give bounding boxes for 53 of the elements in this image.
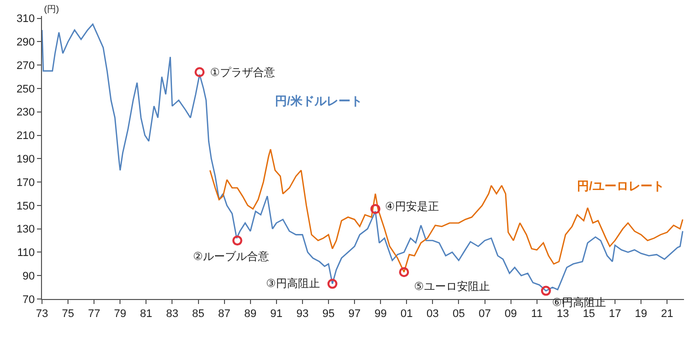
y-tick-label: 310: [16, 13, 35, 26]
point: [327, 278, 338, 289]
annotation: ④円安是正: [385, 200, 439, 213]
x-tick-label: 73: [36, 308, 48, 320]
y-tick-label: 70: [22, 294, 35, 306]
x-tick-label: 81: [140, 308, 152, 320]
x-tick-label: 85: [192, 308, 204, 320]
x-tick-label: 93: [296, 308, 309, 320]
x-tick-label: 19: [634, 308, 648, 320]
x-tick-label: 09: [504, 308, 517, 320]
point: [232, 236, 242, 246]
annotation: ①プラザ合意: [210, 66, 275, 79]
x-tick-label: 95: [322, 308, 335, 320]
y-tick-label: 90: [22, 270, 35, 282]
x-tick-label: 21: [660, 308, 674, 320]
x-tick-label: 89: [244, 308, 256, 320]
point: [399, 267, 410, 278]
x-tick-label: 99: [374, 308, 387, 320]
point: [370, 204, 380, 214]
x-tick-label: 75: [62, 308, 74, 320]
x-tick-label: 11: [531, 308, 543, 320]
y-tick-label: 130: [16, 224, 35, 236]
x-tick-label: 87: [218, 308, 230, 320]
text: 円/米ドルレート: [275, 94, 362, 108]
x-tick-label: 05: [452, 308, 465, 320]
x-tick-label: 15: [582, 308, 596, 320]
x-tick-label: 07: [478, 308, 491, 320]
x-tick-label: 01: [400, 308, 413, 320]
y-tick-label: 210: [16, 130, 35, 142]
annotation: ③円高阻止: [266, 277, 320, 290]
x-tick-label: 13: [556, 308, 570, 320]
series-label: 円/ユーロレート: [577, 179, 664, 193]
x-tick-label: 03: [426, 308, 439, 320]
y-tick-label: 150: [16, 200, 35, 212]
y-tick-label: 190: [16, 154, 35, 166]
point: [540, 286, 551, 296]
x-tick-label: 17: [608, 308, 622, 320]
annotation: ②ルーブル合意: [193, 250, 269, 263]
y-tick-label: 230: [16, 106, 35, 119]
y-tick-label: 270: [16, 60, 35, 72]
y-tick-label: 110: [17, 247, 35, 260]
point: [194, 67, 205, 78]
x-tick-label: 91: [270, 308, 283, 320]
y-tick-label: 170: [16, 176, 35, 189]
x-tick-label: 83: [166, 308, 178, 320]
y-tick-label: 290: [16, 36, 35, 49]
x-tick-label: 79: [114, 308, 126, 320]
x-tick-label: 97: [348, 308, 361, 320]
y-axis-title: (円): [44, 4, 59, 14]
x-tick-label: 77: [88, 308, 100, 320]
annotation: ⑥円高阻止: [552, 296, 606, 309]
annotation: ⑤ユーロ安阻止: [414, 280, 490, 293]
y-tick-label: 250: [16, 83, 35, 96]
